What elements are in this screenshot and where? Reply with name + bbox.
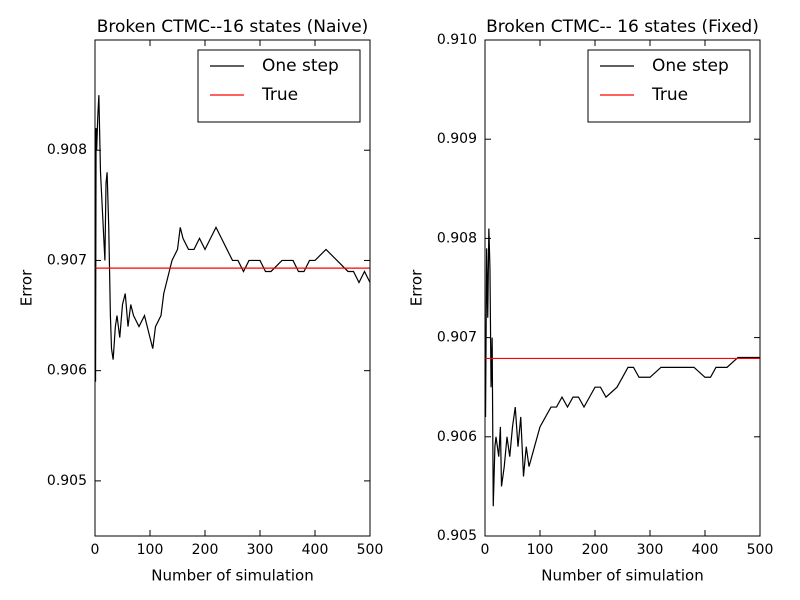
x-tick-label: 0 <box>91 542 100 558</box>
x-tick-label: 200 <box>192 542 219 558</box>
y-tick-label: 0.907 <box>437 330 477 346</box>
legend-label: True <box>651 85 688 105</box>
x-tick-label: 200 <box>582 542 609 558</box>
data-line <box>484 228 760 507</box>
subplot: Broken CTMC-- 16 states (Fixed) Number of… <box>408 17 774 585</box>
y-tick-label: 0.909 <box>437 131 477 147</box>
plot-frame <box>94 39 371 537</box>
y-axis-label: Error <box>18 269 36 306</box>
data-line <box>94 95 371 382</box>
x-tick-label: 100 <box>137 542 164 558</box>
x-tick-label: 0 <box>481 542 490 558</box>
y-tick-label: 0.906 <box>47 363 87 379</box>
x-tick-label: 500 <box>747 542 774 558</box>
y-tick-label: 0.908 <box>47 142 87 158</box>
chart-title: Broken CTMC--16 states (Naive) <box>97 17 369 37</box>
x-tick-label: 100 <box>527 542 554 558</box>
y-tick-label: 0.908 <box>437 230 477 246</box>
x-axis-label: Number of simulation <box>541 567 703 585</box>
y-axis-label: Error <box>408 269 426 306</box>
subplot: Broken CTMC--16 states (Naive) Number of … <box>18 17 384 585</box>
legend-label: One step <box>652 56 729 76</box>
legend: One step True <box>587 49 751 123</box>
y-tick-label: 0.907 <box>47 252 87 268</box>
legend: One step True <box>197 49 361 123</box>
x-tick-label: 400 <box>692 542 719 558</box>
legend-label: True <box>261 85 298 105</box>
x-tick-label: 300 <box>637 542 664 558</box>
x-tick-label: 400 <box>302 542 329 558</box>
y-tick-label: 0.910 <box>437 32 477 48</box>
legend-box <box>197 49 361 123</box>
x-tick-label: 300 <box>247 542 274 558</box>
x-axis-label: Number of simulation <box>151 567 313 585</box>
chart-title: Broken CTMC-- 16 states (Fixed) <box>486 17 759 37</box>
y-tick-label: 0.905 <box>47 473 87 489</box>
x-tick-label: 500 <box>357 542 384 558</box>
plot-frame <box>484 39 761 537</box>
y-tick-label: 0.905 <box>437 528 477 544</box>
y-tick-label: 0.906 <box>437 429 477 445</box>
legend-label: One step <box>262 56 339 76</box>
legend-box <box>587 49 751 123</box>
